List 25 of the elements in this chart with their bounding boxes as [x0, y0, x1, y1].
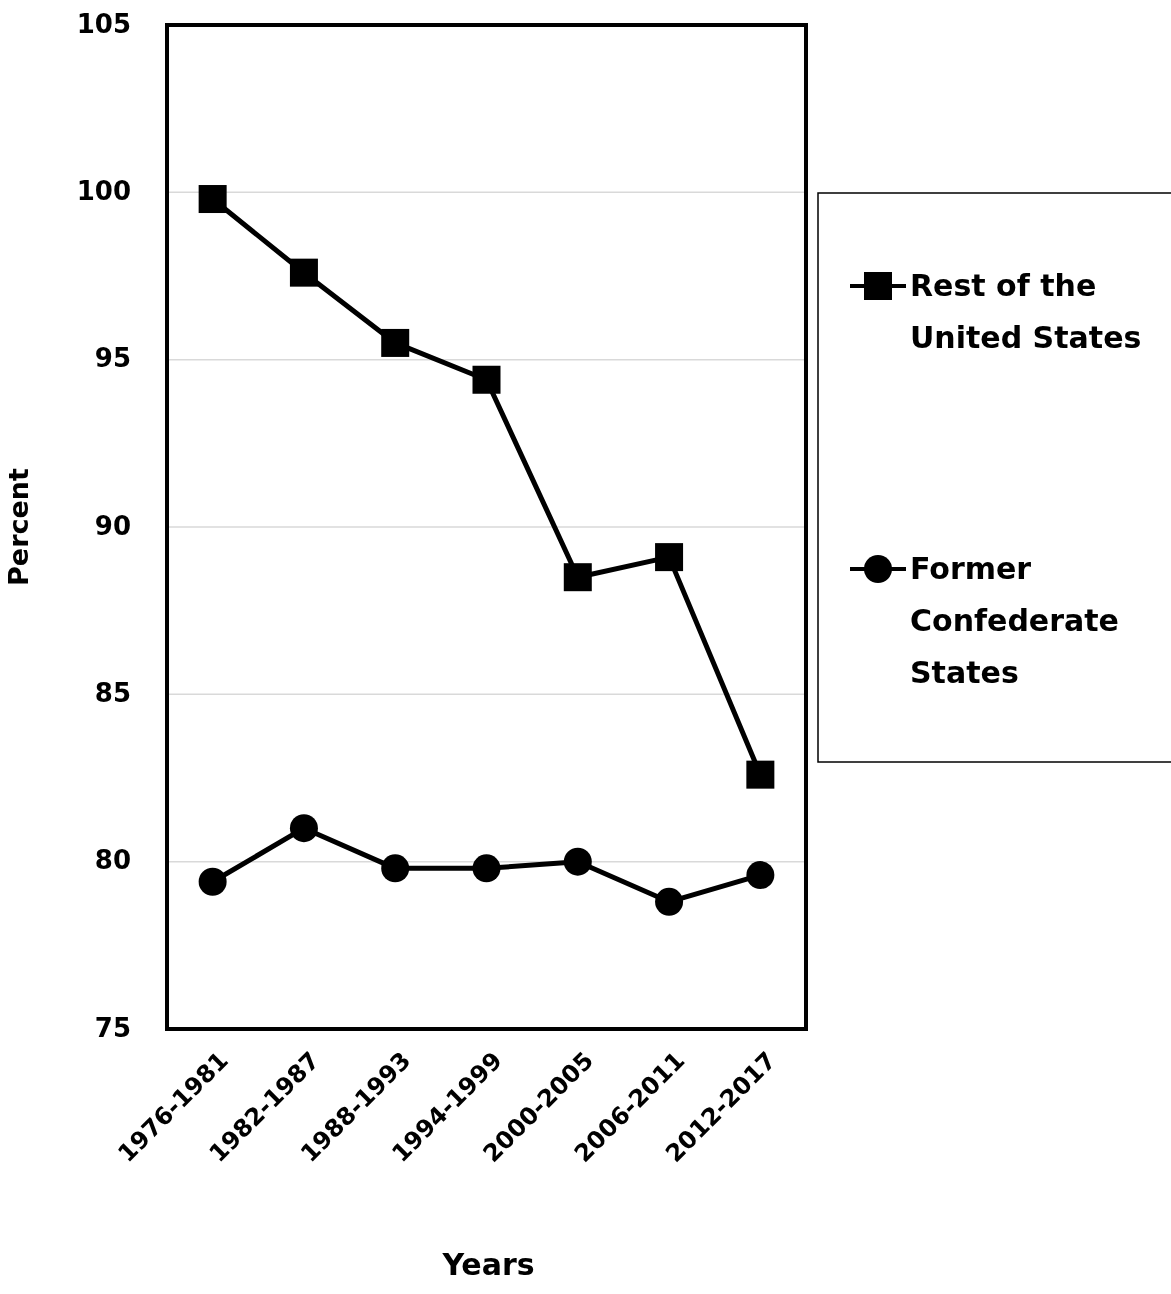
- y-tick-label: 75: [94, 1012, 131, 1043]
- point: [198, 867, 227, 896]
- point: [655, 543, 684, 572]
- y-tick-label: 105: [76, 8, 131, 39]
- point: [381, 328, 410, 357]
- point: [563, 563, 592, 592]
- point: [381, 854, 410, 883]
- x-axis-title: Years: [441, 1247, 535, 1282]
- y-tick-label: 85: [94, 677, 131, 708]
- point: [289, 814, 318, 843]
- y-tick-label: 90: [94, 510, 131, 541]
- legend-label: Former Confederate States: [910, 551, 1119, 690]
- point: [472, 365, 501, 394]
- y-tick-label: 95: [94, 343, 131, 374]
- point: [198, 185, 227, 214]
- y-axis-title: Percent: [3, 467, 34, 586]
- point: [472, 854, 501, 883]
- point: [746, 760, 775, 789]
- point: [746, 861, 775, 890]
- point: [563, 847, 592, 876]
- y-tick-label: 100: [76, 175, 131, 206]
- point: [655, 887, 684, 916]
- point: [289, 258, 318, 287]
- y-tick-label: 80: [94, 845, 131, 876]
- legend-label: Rest of the United States: [910, 268, 1142, 355]
